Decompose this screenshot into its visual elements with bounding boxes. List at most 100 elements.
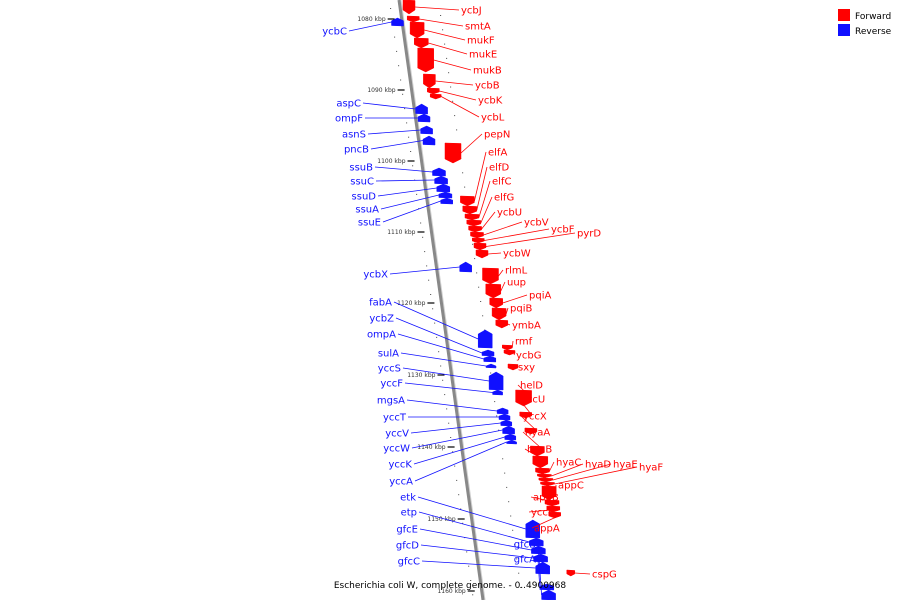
gene-arrow-etp[interactable] bbox=[529, 537, 544, 547]
gene-label-faba[interactable]: fabA bbox=[369, 298, 392, 309]
gene-arrow-elfc[interactable] bbox=[464, 213, 480, 221]
gene-label-ycck[interactable]: yccK bbox=[389, 460, 413, 471]
gene-arrow-rmf[interactable] bbox=[502, 344, 513, 351]
gene-arrow-ycbv[interactable] bbox=[470, 231, 484, 239]
gene-label-sxy[interactable]: sxy bbox=[518, 363, 535, 374]
gene-arrow-muke[interactable] bbox=[414, 37, 429, 49]
gene-label-group[interactable]: ycbJ smtA mukF mukE mukB ycbB ycbK ycbL pepN elfA… bbox=[322, 6, 663, 581]
gene-label-hyae[interactable]: hyaE bbox=[613, 460, 638, 471]
gene-arrow-appc[interactable] bbox=[541, 485, 557, 501]
gene-arrow-ompa[interactable] bbox=[483, 355, 497, 363]
gene-arrow-aspc[interactable] bbox=[415, 103, 428, 115]
gene-label-ssub[interactable]: ssuB bbox=[349, 163, 373, 174]
gene-label-ycbl[interactable]: ycbL bbox=[481, 113, 505, 124]
gene-arrow-ycbu[interactable] bbox=[468, 225, 482, 233]
gene-arrow-hyae[interactable] bbox=[538, 477, 554, 483]
gene-arrow-ycbx[interactable] bbox=[459, 261, 472, 273]
gene-label-gfca[interactable]: gfcA bbox=[514, 555, 536, 566]
gene-label-asns[interactable]: asnS bbox=[342, 130, 366, 141]
gene-label-yccu[interactable]: yccU bbox=[521, 395, 545, 406]
gene-arrow-ycbl[interactable] bbox=[429, 93, 442, 100]
gene-label-aspc[interactable]: aspC bbox=[336, 99, 361, 110]
gene-label-ycbb[interactable]: ycbB bbox=[475, 81, 500, 92]
gene-label-ycca[interactable]: yccA bbox=[389, 477, 413, 488]
gene-arrow-gfcb[interactable] bbox=[541, 589, 556, 600]
gene-arrow-yccb[interactable] bbox=[546, 505, 561, 513]
gene-arrow-yccx[interactable] bbox=[524, 427, 538, 435]
gene-arrow-pqia[interactable] bbox=[489, 297, 503, 309]
gene-label-ymba[interactable]: ymbA bbox=[512, 321, 541, 332]
gene-label-ycbg[interactable]: ycbG bbox=[516, 351, 542, 362]
gene-label-mukf[interactable]: mukF bbox=[467, 36, 495, 47]
gene-arrow-uup[interactable] bbox=[485, 283, 502, 299]
gene-arrow-ycbj[interactable] bbox=[402, 0, 416, 15]
gene-label-gfce[interactable]: gfcE bbox=[396, 525, 418, 536]
gene-arrow-hyab[interactable] bbox=[532, 455, 549, 469]
gene-label-muke[interactable]: mukE bbox=[469, 50, 497, 61]
gene-arrow-ycbf[interactable] bbox=[472, 237, 485, 244]
gene-label-ssua[interactable]: ssuA bbox=[355, 205, 379, 216]
gene-label-elfc[interactable]: elfC bbox=[492, 177, 511, 188]
gene-arrow-ycbb[interactable] bbox=[423, 73, 436, 89]
gene-label-elfg[interactable]: elfG bbox=[494, 193, 514, 204]
gene-label-yccw[interactable]: yccW bbox=[383, 444, 410, 455]
gene-label-hyaf[interactable]: hyaF bbox=[639, 463, 663, 474]
gene-label-yccx[interactable]: yccX bbox=[523, 412, 547, 423]
gene-label-ssuc[interactable]: ssuC bbox=[350, 177, 374, 188]
gene-arrow-pepn[interactable] bbox=[444, 142, 462, 164]
gene-label-mukb[interactable]: mukB bbox=[473, 66, 502, 77]
gene-label-appb[interactable]: appB bbox=[533, 493, 559, 504]
gene-label-yccf[interactable]: yccF bbox=[380, 379, 403, 390]
gene-label-gfcd[interactable]: gfcD bbox=[396, 541, 419, 552]
gene-arrow-mukb[interactable] bbox=[417, 47, 434, 73]
gene-label-ycbv[interactable]: ycbV bbox=[524, 218, 549, 229]
gene-label-ssue[interactable]: ssuE bbox=[358, 218, 381, 229]
gene-arrow-yccv[interactable] bbox=[500, 419, 513, 427]
gene-label-ssud[interactable]: ssuD bbox=[352, 192, 377, 203]
gene-arrow-ycbg[interactable] bbox=[503, 349, 516, 356]
gene-arrow-gfcc[interactable] bbox=[535, 561, 550, 575]
gene-arrow-elfd[interactable] bbox=[462, 205, 478, 215]
gene-arrow-ycct[interactable] bbox=[498, 413, 511, 421]
gene-arrow-gfcd[interactable] bbox=[533, 553, 548, 563]
gene-arrow-sula[interactable] bbox=[485, 363, 497, 369]
gene-arrow-elfg[interactable] bbox=[466, 219, 482, 227]
gene-arrow-ycbz[interactable] bbox=[481, 349, 495, 357]
gene-arrow-ssuc[interactable] bbox=[434, 175, 448, 185]
gene-label-appc[interactable]: appC bbox=[558, 481, 584, 492]
gene-label-uup[interactable]: uup bbox=[507, 278, 526, 289]
gene-arrow-ycck[interactable] bbox=[504, 433, 517, 441]
gene-label-ycbz[interactable]: ycbZ bbox=[369, 314, 394, 325]
gene-arrow-pncb[interactable] bbox=[422, 135, 436, 146]
gene-label-yccb[interactable]: yccB bbox=[531, 508, 555, 519]
gene-label-held[interactable]: helD bbox=[520, 381, 543, 392]
gene-arrow-appb[interactable] bbox=[544, 499, 560, 507]
gene-label-smta[interactable]: smtA bbox=[465, 22, 491, 33]
gene-arrow-smta[interactable] bbox=[406, 15, 420, 23]
gene-arrow-ompf[interactable] bbox=[417, 113, 431, 123]
gene-arrow-hyaa[interactable] bbox=[530, 445, 545, 457]
gene-arrow-hyaf[interactable] bbox=[540, 481, 555, 487]
gene-arrow-yccs[interactable] bbox=[488, 371, 504, 391]
gene-arrow-asns[interactable] bbox=[420, 125, 433, 135]
gene-arrow-ssue[interactable] bbox=[440, 197, 453, 205]
gene-label-pqib[interactable]: pqiB bbox=[510, 304, 532, 315]
gene-label-cspg[interactable]: cspG bbox=[592, 570, 617, 581]
gene-arrow-yccw[interactable] bbox=[502, 425, 515, 435]
gene-arrow-ycbc[interactable] bbox=[391, 17, 404, 27]
gene-label-pyrd[interactable]: pyrD bbox=[577, 229, 601, 240]
gene-arrow-ycbk[interactable] bbox=[427, 87, 440, 95]
gene-arrow-ssub[interactable] bbox=[432, 167, 446, 177]
gene-label-etp[interactable]: etp bbox=[401, 508, 417, 519]
gene-arrow-etk[interactable] bbox=[525, 519, 541, 539]
gene-arrow-ycca[interactable] bbox=[506, 439, 517, 445]
gene-arrow-mgsa[interactable] bbox=[496, 407, 509, 415]
gene-arrow-ssua[interactable] bbox=[438, 191, 453, 199]
gene-label-ycbc[interactable]: ycbC bbox=[322, 27, 347, 38]
gene-label-ycbj[interactable]: ycbJ bbox=[461, 6, 482, 17]
gene-label-pqia[interactable]: pqiA bbox=[529, 291, 551, 302]
gene-label-elfa[interactable]: elfA bbox=[488, 148, 507, 159]
gene-label-gfcc[interactable]: gfcC bbox=[398, 557, 420, 568]
gene-label-yccs[interactable]: yccS bbox=[378, 364, 401, 375]
gene-label-hyac[interactable]: hyaC bbox=[556, 458, 581, 469]
